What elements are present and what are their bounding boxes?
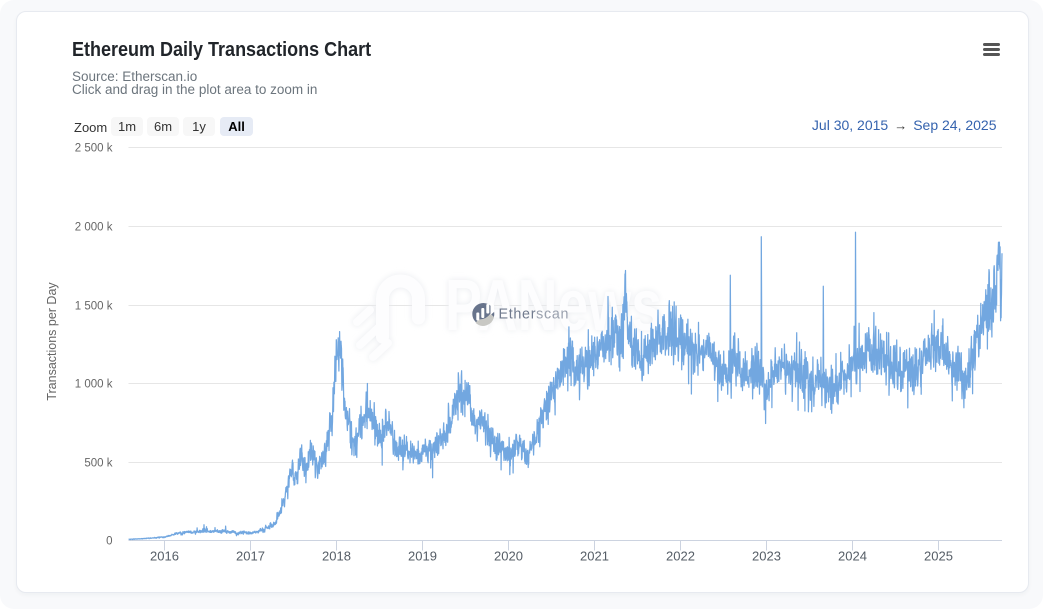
svg-text:2018: 2018 bbox=[322, 549, 351, 564]
svg-text:Etherscan: Etherscan bbox=[499, 307, 570, 323]
svg-text:2021: 2021 bbox=[580, 549, 609, 564]
svg-text:2 500 k: 2 500 k bbox=[75, 143, 113, 155]
svg-text:2 000 k: 2 000 k bbox=[75, 222, 113, 234]
svg-text:Transactions per Day: Transactions per Day bbox=[45, 282, 59, 401]
svg-text:2023: 2023 bbox=[752, 549, 781, 564]
svg-text:2017: 2017 bbox=[236, 549, 265, 564]
svg-text:1 500 k: 1 500 k bbox=[75, 301, 113, 313]
svg-text:2022: 2022 bbox=[666, 549, 695, 564]
svg-text:500 k: 500 k bbox=[84, 458, 112, 470]
svg-text:2024: 2024 bbox=[838, 549, 867, 564]
svg-text:0: 0 bbox=[106, 536, 112, 548]
svg-text:2025: 2025 bbox=[924, 549, 953, 564]
svg-text:1 000 k: 1 000 k bbox=[75, 379, 113, 391]
svg-text:2016: 2016 bbox=[150, 549, 179, 564]
svg-text:2020: 2020 bbox=[494, 549, 523, 564]
svg-text:2019: 2019 bbox=[408, 549, 437, 564]
